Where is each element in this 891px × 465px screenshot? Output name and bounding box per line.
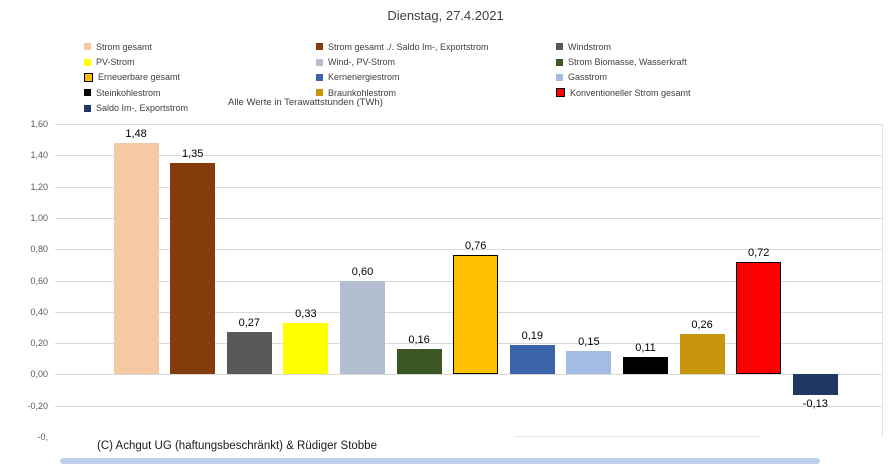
legend-swatch-icon <box>556 58 563 66</box>
legend-item: Strom gesamt <box>84 42 316 52</box>
legend-label: Strom gesamt <box>96 41 153 52</box>
gridline <box>55 124 882 125</box>
legend-item: Gasstrom <box>556 72 874 82</box>
legend-swatch-icon <box>84 104 91 112</box>
legend-swatch-icon <box>84 43 91 51</box>
y-tick-label: 0,80 <box>30 244 48 255</box>
legend-label: Konventioneller Strom gesamt <box>570 87 691 98</box>
bar-value-label: 0,76 <box>464 240 487 253</box>
bar <box>509 344 555 375</box>
legend-label: Kernenergiestrom <box>328 72 400 83</box>
y-tick-label: -0,20 <box>27 400 48 411</box>
unit-note: Alle Werte in Terawattstunden (TWh) <box>228 97 383 108</box>
bar-value-label: 0,16 <box>408 334 430 347</box>
bar <box>340 280 385 375</box>
y-tick-label: 0,40 <box>30 306 48 317</box>
y-tick-label: 0,60 <box>30 275 48 286</box>
legend-swatch-icon <box>84 72 93 82</box>
bar <box>736 261 782 375</box>
gridline <box>55 186 882 188</box>
legend-label: Erneuerbare gesamt <box>98 72 181 83</box>
legend-label: Wind-, PV-Strom <box>328 57 396 68</box>
legend-item: Braunkohlestrom <box>316 88 556 98</box>
partial-gridline <box>515 436 760 437</box>
legend-swatch-icon <box>316 43 323 51</box>
legend-swatch-icon <box>556 73 563 81</box>
bar <box>226 332 272 375</box>
legend-label: Strom gesamt ./. Saldo Im-, Exportstrom <box>328 41 489 52</box>
legend-item: Windstrom <box>556 42 874 52</box>
plot-area: 1,48 1,35 0,27 0,33 0,60 0,16 0,76 0,19 0,15 0,11… <box>55 124 883 437</box>
bar <box>566 350 612 375</box>
legend-item: Wind-, PV-Strom <box>316 57 556 67</box>
legend-item: Strom Biomasse, Wasserkraft <box>556 57 874 67</box>
bar <box>679 333 725 375</box>
bar <box>623 357 668 375</box>
y-tick-label: 1,60 <box>30 119 48 129</box>
gridline <box>55 249 882 251</box>
legend-item: Kernenergiestrom <box>316 72 556 82</box>
legend-label: Steinkohlestrom <box>96 87 161 98</box>
legend-item: Strom gesamt ./. Saldo Im-, Exportstrom <box>316 42 556 52</box>
bar-value-label: 0,11 <box>635 342 656 355</box>
legend-label: Saldo Im-, Exportstrom <box>96 103 189 114</box>
bar-value-label: 0,15 <box>578 335 600 348</box>
y-tick-label: -0, <box>37 432 48 442</box>
legend-swatch-icon <box>84 58 91 66</box>
legend-swatch-icon <box>316 73 323 81</box>
legend-item: Saldo Im-, Exportstrom <box>84 103 316 113</box>
y-tick-label: 1,00 <box>30 212 48 223</box>
legend-item: Steinkohlestrom <box>84 88 316 98</box>
legend-swatch-icon <box>84 89 91 97</box>
legend-label: PV-Strom <box>96 57 135 68</box>
bar <box>283 322 329 375</box>
y-tick-label: 1,40 <box>30 150 48 161</box>
legend-item: PV-Strom <box>84 57 316 67</box>
gridline <box>55 405 882 407</box>
chart-title: Dienstag, 27.4.2021 <box>387 8 504 23</box>
bar <box>792 374 838 395</box>
bar <box>396 349 442 375</box>
gridline <box>55 155 882 157</box>
legend-swatch-icon <box>316 58 323 66</box>
bar <box>453 255 499 375</box>
bar-value-label: 0,72 <box>747 246 770 259</box>
y-tick-label: 1,20 <box>30 181 48 192</box>
legend-label: Gasstrom <box>568 72 608 83</box>
gridline <box>55 217 882 219</box>
bar-value-label: 0,27 <box>238 317 260 330</box>
horizontal-scrollbar[interactable] <box>60 458 820 464</box>
legend-label: Strom Biomasse, Wasserkraft <box>568 57 687 68</box>
bar-value-label: -0,13 <box>802 397 828 410</box>
bar-value-label: 0,60 <box>351 265 374 278</box>
bar <box>113 142 159 375</box>
bar-value-label: 0,19 <box>521 329 543 342</box>
bar-value-label: 1,48 <box>125 127 147 140</box>
legend-item: Konventioneller Strom gesamt <box>556 88 874 98</box>
legend: Strom gesamt Strom gesamt ./. Saldo Im-, … <box>84 39 874 116</box>
y-tick-label: 0,00 <box>30 369 48 380</box>
legend-label: Windstrom <box>568 41 612 52</box>
bar <box>170 163 216 375</box>
legend-swatch-icon <box>556 88 565 98</box>
y-tick-label: 0,20 <box>30 338 48 349</box>
gridline <box>55 374 882 376</box>
legend-label: Braunkohlestrom <box>328 87 397 98</box>
copyright-text: (C) Achgut UG (haftungsbeschränkt) & Rüd… <box>97 440 377 452</box>
bar-value-label: 1,35 <box>181 148 204 161</box>
bar-value-label: 0,33 <box>295 307 317 320</box>
legend-swatch-icon <box>316 89 323 97</box>
legend-item: Erneuerbare gesamt <box>84 72 316 82</box>
bar-value-label: 0,26 <box>691 318 713 331</box>
y-axis: 1,60 1,40 1,20 1,00 0,80 0,60 0,40 0,20 0,00 -0,2… <box>0 119 48 442</box>
legend-swatch-icon <box>556 43 563 51</box>
